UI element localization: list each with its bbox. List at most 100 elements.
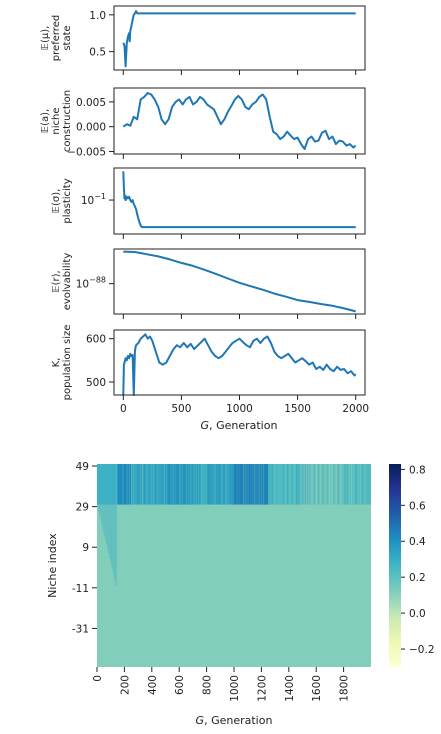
heatmap-texture	[225, 464, 227, 505]
heatmap-texture	[216, 464, 218, 505]
heatmap-texture	[139, 464, 141, 505]
heatmap-texture	[318, 464, 320, 505]
y-tick-label: −0.005	[67, 147, 106, 159]
y-axis-label: 𝔼(σ),	[51, 189, 62, 214]
heatmap-texture	[157, 464, 159, 505]
heatmap-transient	[103, 504, 105, 535]
heatmap-texture	[170, 464, 172, 505]
heatmap-texture	[241, 464, 243, 505]
colorbar: 0.8 0.6 0.4 0.2 0.0 −0.2	[389, 464, 435, 667]
y-tick-label: 0.5	[89, 47, 106, 59]
x-axis-label-text: , Generation	[204, 714, 272, 727]
y-tick-label: 10−1	[81, 192, 106, 207]
heatmap-texture	[128, 464, 130, 505]
x-tick-label: 1500	[284, 403, 311, 415]
heatmap-band-segment	[117, 464, 132, 505]
heatmap-transient	[97, 504, 99, 507]
heatmap-texture	[203, 464, 205, 505]
x-tick-label: 1200	[256, 675, 268, 702]
heatmap-texture	[142, 464, 144, 505]
y-axis-label: 𝔼(a),	[40, 109, 51, 133]
heatmap-texture	[276, 464, 278, 505]
heatmap-transient	[100, 504, 102, 521]
heatmap-texture	[298, 464, 300, 505]
heatmap-transient	[109, 504, 111, 558]
heatmap-texture	[159, 464, 161, 505]
heatmap-texture	[113, 464, 115, 505]
heatmap-transient	[106, 504, 109, 549]
y-tick-exponent: −88	[89, 276, 106, 285]
heatmap-transient	[104, 504, 107, 540]
heatmap-texture	[254, 464, 256, 505]
heatmap-transient	[99, 504, 101, 516]
heatmap-texture	[137, 464, 139, 505]
y-tick-label: 600	[86, 334, 106, 346]
heatmap-band-segment	[343, 464, 371, 505]
series-line	[122, 333, 357, 396]
x-axis-label-symbol: G	[201, 419, 210, 432]
heatmap-texture	[166, 464, 168, 505]
colorbar-tick-label: 0.2	[409, 572, 426, 584]
heatmap-texture	[249, 464, 251, 505]
heatmap-texture	[153, 464, 155, 505]
heatmap-texture	[326, 464, 328, 505]
heatmap-texture	[230, 464, 232, 505]
heatmap-texture	[348, 464, 350, 505]
heatmap-texture	[148, 464, 150, 505]
heatmap-texture	[183, 464, 185, 505]
heatmap-texture	[214, 464, 216, 505]
heatmap-texture	[223, 464, 225, 505]
heatmap-texture	[201, 464, 203, 505]
heatmap-texture	[155, 464, 157, 505]
heatmap-band-segment	[234, 464, 269, 505]
heatmap-texture	[175, 464, 177, 505]
heatmap-texture	[300, 464, 302, 505]
heatmap-texture	[252, 464, 254, 505]
heatmap-band-segment	[192, 464, 207, 505]
heatmap-texture	[197, 464, 199, 505]
x-tick-label: 1800	[339, 675, 351, 702]
heatmap-texture	[135, 464, 137, 505]
y-axis-label: evolvability	[62, 253, 73, 311]
heatmap-band-segment	[206, 464, 234, 505]
heatmap-texture	[329, 464, 331, 505]
heatmap-texture	[265, 464, 267, 505]
heatmap-band-segment	[165, 464, 193, 505]
heatmap-texture	[269, 464, 271, 505]
y-axis-label: Niche index	[46, 533, 59, 598]
heatmap-transient	[113, 504, 115, 577]
x-tick-label: 800	[202, 675, 214, 695]
y-axis-label: construction	[62, 90, 73, 152]
heatmap-transient	[114, 504, 116, 582]
heatmap-texture	[311, 464, 313, 505]
heatmap-texture	[192, 464, 194, 505]
heatmap-texture	[221, 464, 223, 505]
heatmap-texture	[177, 464, 179, 505]
heatmap-texture	[366, 464, 368, 505]
heatmap-texture	[280, 464, 282, 505]
heatmap-texture	[271, 464, 273, 505]
heatmap-texture	[210, 464, 212, 505]
y-axis-label: state	[62, 25, 73, 50]
y-tick-label: 29	[76, 502, 89, 514]
heatmap-texture	[164, 464, 166, 505]
heatmap-texture	[324, 464, 326, 505]
heatmap-texture	[333, 464, 335, 505]
heatmap-texture	[351, 464, 353, 505]
colorbar-tick-label: −0.2	[409, 644, 435, 656]
heatmap-texture	[260, 464, 262, 505]
colorbar-tick-label: 0.8	[409, 464, 426, 476]
heatmap-texture	[144, 464, 146, 505]
x-tick-label: 0	[120, 403, 127, 415]
heatmap-transient	[111, 504, 113, 568]
heatmap-texture	[293, 464, 295, 505]
y-axis-label: preferred	[51, 15, 62, 61]
panel-3: 10−88 𝔼(r), evolvability	[51, 248, 366, 319]
x-tick-label: 1600	[311, 675, 323, 702]
heatmap-texture	[247, 464, 249, 505]
heatmap-texture	[256, 464, 258, 505]
x-tick-label: 0	[92, 675, 104, 682]
heatmap-texture	[263, 464, 265, 505]
heatmap-texture	[186, 464, 188, 505]
x-tick-label: 1000	[226, 403, 253, 415]
